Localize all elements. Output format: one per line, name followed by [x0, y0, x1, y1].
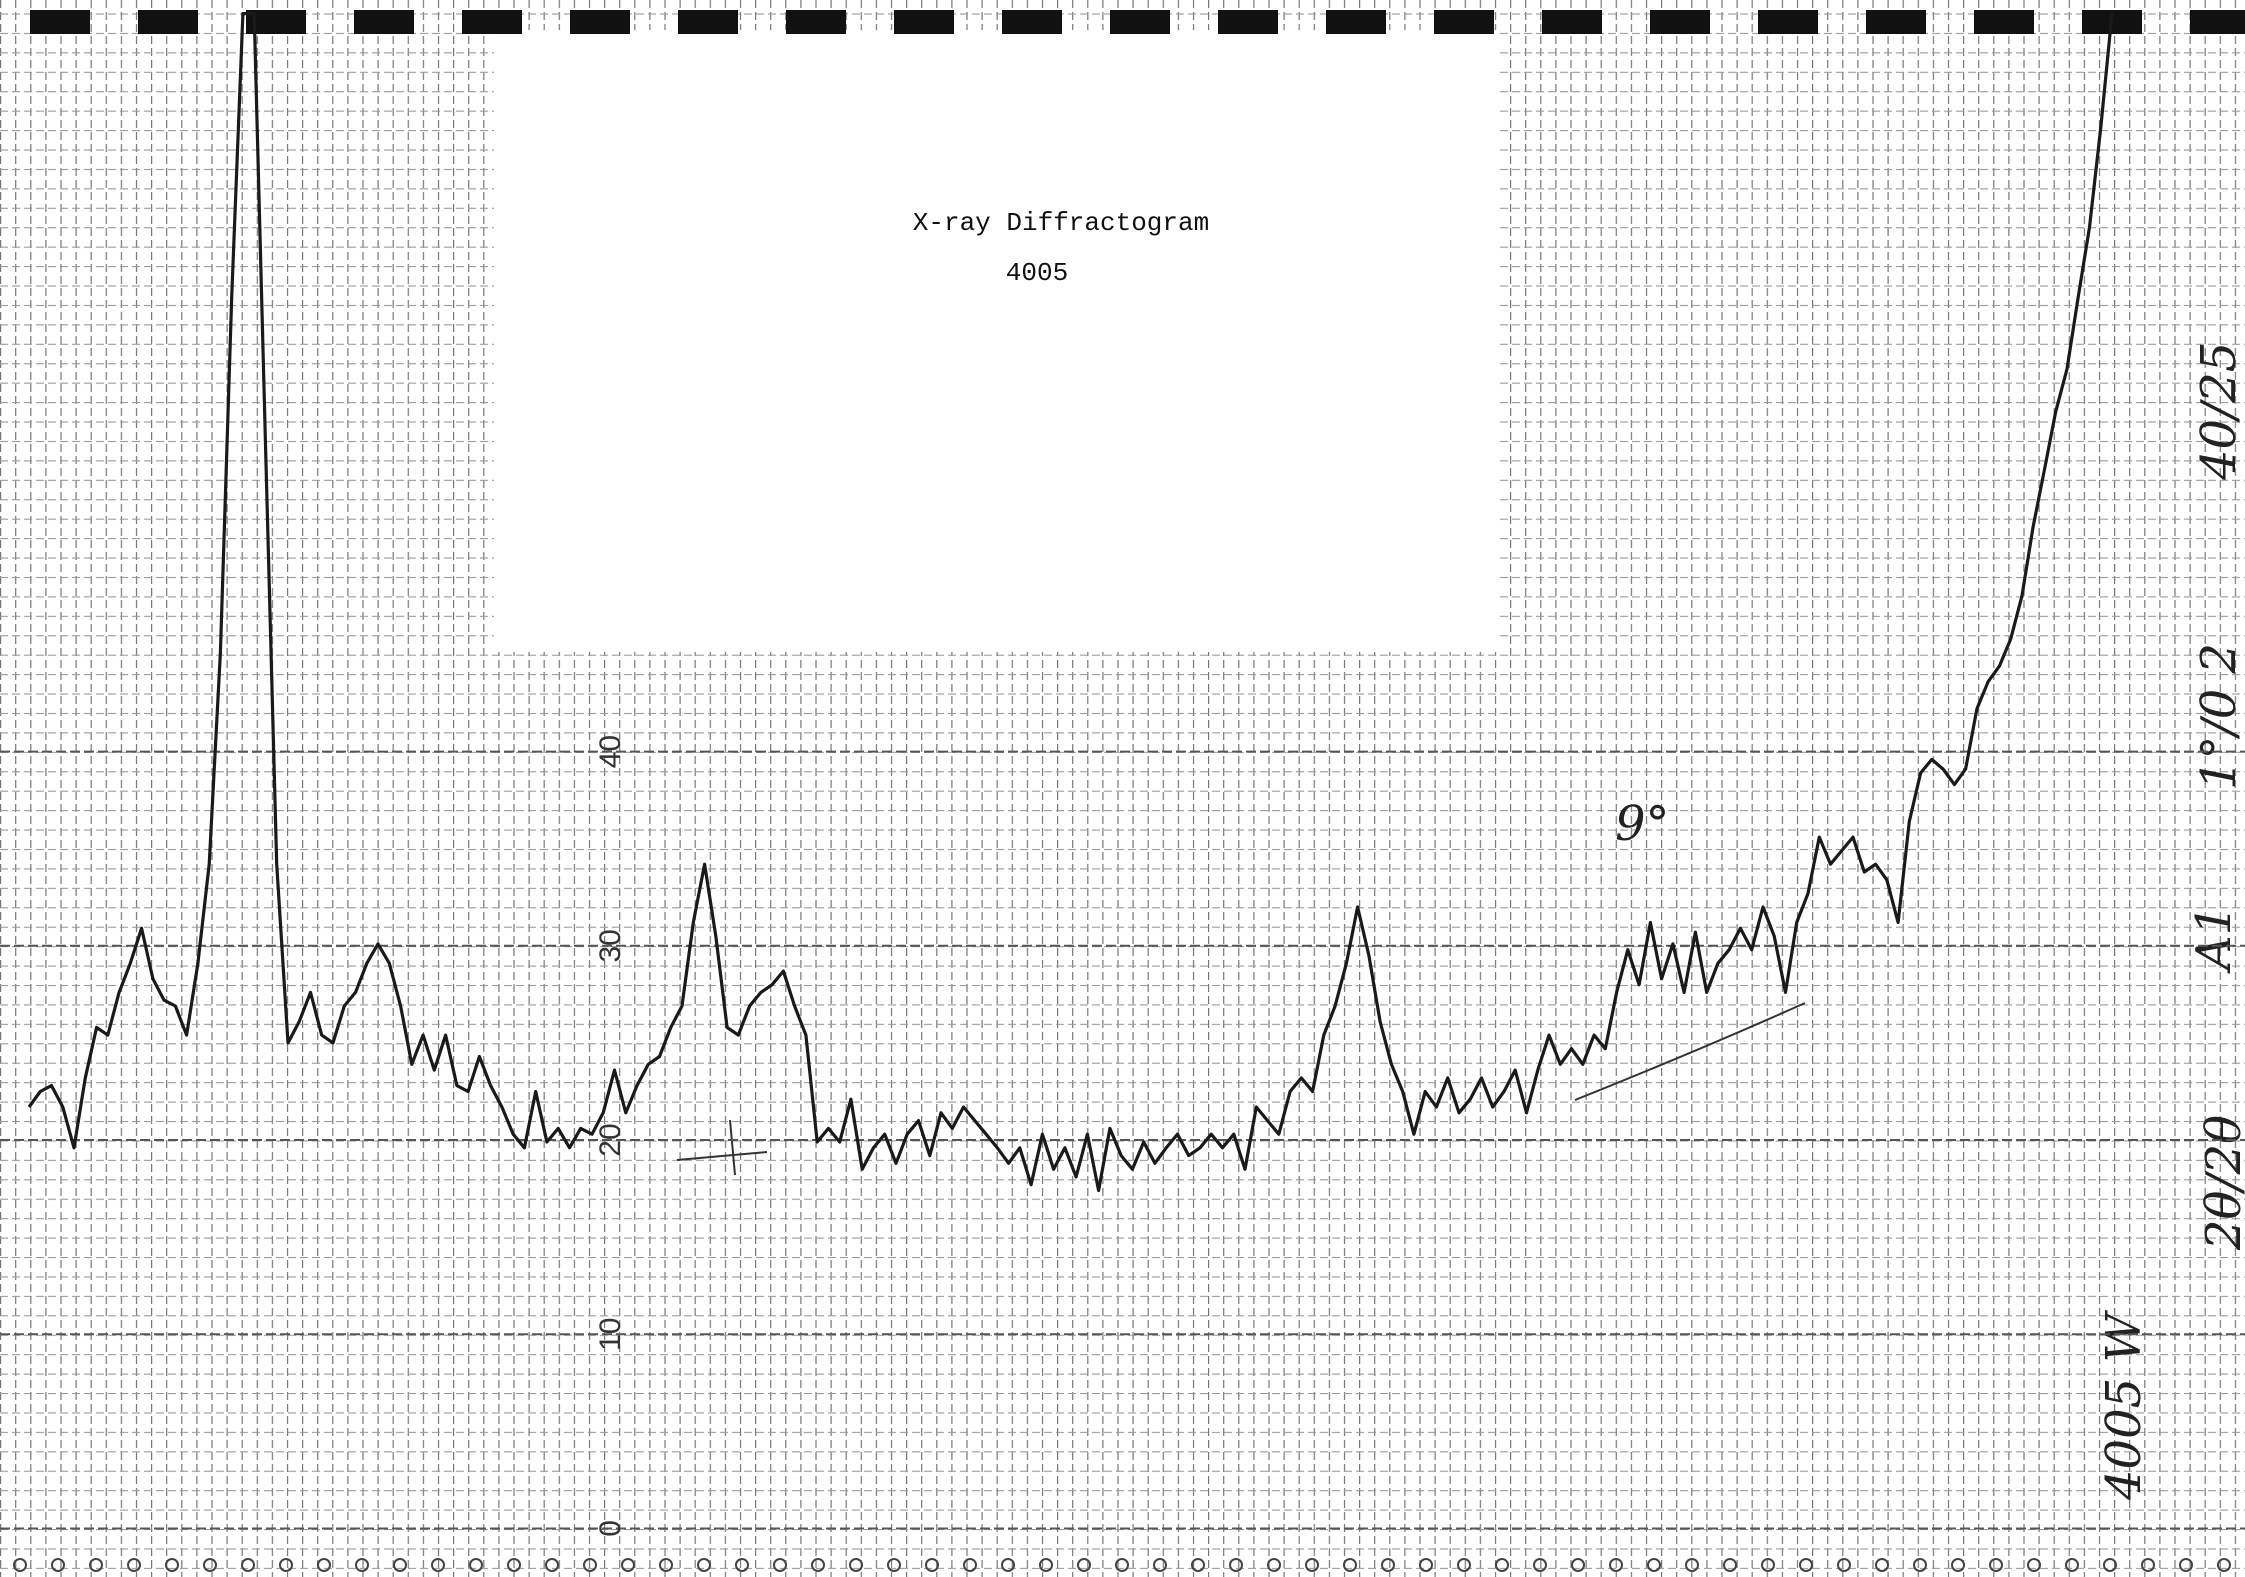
- dash: [1866, 10, 1926, 34]
- dash: [354, 10, 414, 34]
- dash: [1434, 10, 1494, 34]
- annotation: 9°: [1615, 796, 1670, 852]
- y-tick-label: 30: [594, 929, 627, 962]
- dash: [462, 10, 522, 34]
- dash: [1218, 10, 1278, 34]
- y-tick-label: 40: [594, 735, 627, 768]
- label-box: [494, 30, 1497, 652]
- annotation: 4005 W: [2096, 1310, 2152, 1501]
- dash: [1650, 10, 1710, 34]
- chart-title: X-ray Diffractogram: [913, 208, 1209, 238]
- dash: [1758, 10, 1818, 34]
- dash: [894, 10, 954, 34]
- annotation: 2θ/2θ: [2196, 1115, 2245, 1251]
- dash: [1326, 10, 1386, 34]
- chart-subtitle: 4005: [1006, 258, 1068, 288]
- annotation: A1: [2186, 905, 2242, 974]
- y-tick-label: 10: [594, 1318, 627, 1351]
- annotation: 1°/0 2: [2191, 643, 2245, 790]
- dash: [678, 10, 738, 34]
- dash: [570, 10, 630, 34]
- dash: [1974, 10, 2034, 34]
- chart: X-ray Diffractogram 4005 4005 W 2θ/2θ A1…: [0, 0, 2245, 1577]
- top-dashes: [30, 10, 2245, 34]
- dash: [1002, 10, 1062, 34]
- dash: [138, 10, 198, 34]
- y-tick-label: 20: [594, 1123, 627, 1156]
- y-tick-label: 0: [594, 1520, 627, 1537]
- dash: [786, 10, 846, 34]
- dash: [2190, 10, 2245, 34]
- dash: [1542, 10, 1602, 34]
- dash: [30, 10, 90, 34]
- annotation: 40/25: [2191, 342, 2245, 481]
- page: X-ray Diffractogram 4005 4005 W 2θ/2θ A1…: [0, 0, 2245, 1577]
- dash: [1110, 10, 1170, 34]
